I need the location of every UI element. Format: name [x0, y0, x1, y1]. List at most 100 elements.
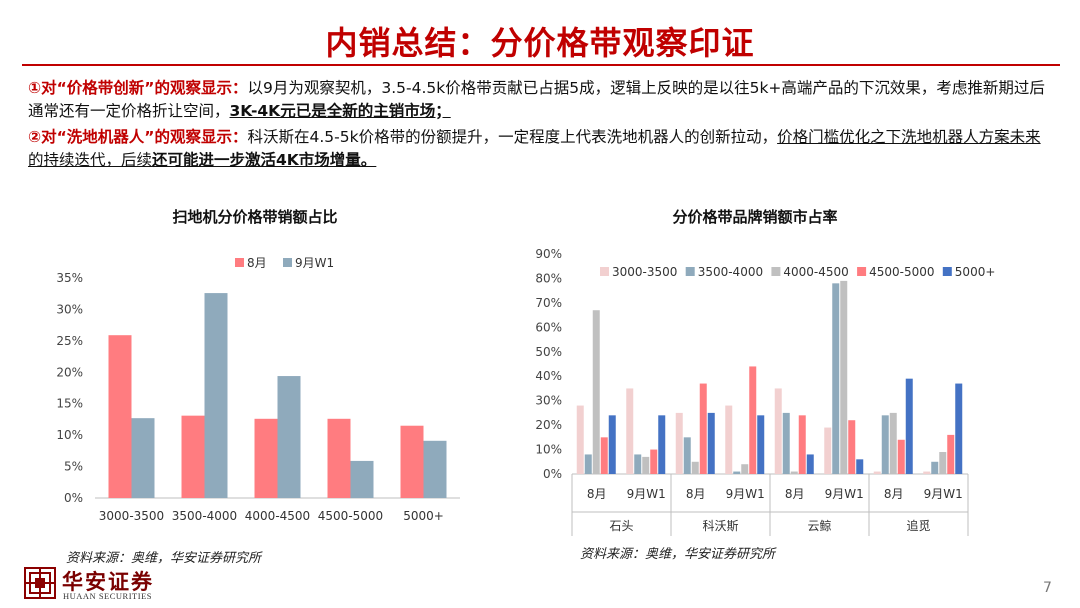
chart2-bar: [873, 471, 881, 474]
chart1-x-tick: 4500-5000: [318, 509, 383, 523]
chart2-bar: [840, 280, 848, 474]
title-divider: [22, 64, 1060, 66]
para1-text: 以9月为观察契机，3.5-4.5k价格带贡献已占据5成，逻辑上反映的是以往5k+…: [28, 79, 1045, 120]
chart2-bar: [955, 383, 963, 474]
chart1-legend-label: 9月W1: [295, 256, 334, 270]
chart2-bar: [881, 415, 889, 474]
chart2-bar: [897, 439, 905, 474]
chart2-y-tick: 60%: [535, 320, 562, 334]
chart1-x-tick: 3500-4000: [172, 509, 237, 523]
chart2-bar: [707, 412, 715, 474]
summary-paragraph-1: ①对“价格带创新”的观察显示：以9月为观察契机，3.5-4.5k价格带贡献已占据…: [28, 77, 1053, 123]
para2-text: 科沃斯在4.5-5k价格带的份额提升，一定程度上代表洗地机器人的创新拉动，: [247, 128, 778, 146]
chart2-legend-swatch: [857, 267, 867, 276]
chart2-legend-swatch: [771, 267, 781, 276]
chart2-bar: [741, 464, 749, 474]
chart2-y-tick: 90%: [535, 247, 562, 261]
chart2-y-tick: 50%: [535, 345, 562, 359]
chart2-bar: [576, 405, 584, 474]
chart1-y-tick: 30%: [56, 302, 83, 316]
page-number: 7: [1043, 580, 1052, 596]
chart1-y-tick: 35%: [56, 271, 83, 285]
chart2-legend-label: 3000-3500: [612, 265, 677, 279]
chart2-bar: [600, 437, 608, 474]
chart2-bar: [832, 283, 840, 474]
chart2-x-tick: 9月W1: [726, 487, 765, 501]
chart1-x-tick: 5000+: [403, 509, 444, 523]
chart1-legend-swatch: [235, 258, 244, 267]
chart2-bar: [889, 412, 897, 474]
chart2-bar: [650, 449, 658, 474]
chart1-y-tick: 0%: [64, 491, 83, 505]
chart2-bar: [749, 366, 757, 474]
chart1-bar: [131, 418, 155, 498]
chart1-bar: [254, 418, 278, 498]
chart1-y-tick: 20%: [56, 365, 83, 379]
chart2-bar: [634, 454, 642, 474]
logo-text-cn: 华安证券: [62, 569, 154, 594]
chart2-y-tick: 40%: [535, 369, 562, 383]
chart2-y-tick: 0%: [543, 467, 562, 481]
chart2-bar: [592, 310, 600, 474]
chart1-y-tick: 10%: [56, 428, 83, 442]
chart2-bar: [691, 461, 699, 474]
chart2-bar: [733, 471, 741, 474]
chart1-x-tick: 3000-3500: [99, 509, 164, 523]
para2-lead: ②对“洗地机器人”的观察显示：: [28, 128, 248, 146]
chart2-bar: [658, 415, 666, 474]
chart1-bar: [400, 425, 424, 498]
chart2-bar: [608, 415, 616, 474]
chart2-bar: [675, 412, 683, 474]
chart2-group-label: 云鲸: [807, 518, 831, 533]
chart2-bar: [947, 434, 955, 474]
chart2-bar: [626, 388, 634, 474]
chart1-bar: [204, 293, 228, 498]
chart2-group-label: 追觅: [906, 518, 930, 533]
para1-lead: ①对“价格带创新”的观察显示：: [28, 79, 248, 97]
chart2-title: 分价格带品牌销额市占率: [672, 208, 838, 226]
slide-title: 内销总结：分价格带观察印证: [325, 24, 755, 62]
summary-paragraph-2: ②对“洗地机器人”的观察显示：科沃斯在4.5-5k价格带的份额提升，一定程度上代…: [28, 126, 1053, 172]
chart2-legend-swatch: [942, 267, 952, 276]
chart2-bar: [939, 452, 947, 474]
chart1-x-tick: 4000-4500: [245, 509, 310, 523]
chart2-y-tick: 20%: [535, 418, 562, 432]
chart2-bar: [757, 415, 765, 474]
chart2-bar: [806, 454, 814, 474]
chart1-bar: [108, 335, 132, 498]
chart1-y-tick: 15%: [56, 397, 83, 411]
chart2-svg: 0% 10% 20% 30% 40% 50% 60% 70% 80% 90% 8月 9月W1 8月 9月W…: [535, 247, 995, 536]
chart1-svg: 0% 5% 10% 15% 20% 25% 30% 35% 3000-3500 3500-4000…: [56, 256, 460, 523]
chart2-x-tick: 8月: [587, 487, 607, 501]
chart2-group-label: 科沃斯: [702, 519, 738, 533]
chart2-y-tick: 80%: [535, 271, 562, 285]
chart2-bar: [774, 388, 782, 474]
chart2-x-tick: 9月W1: [627, 487, 666, 501]
chart2-x-tick: 8月: [785, 487, 805, 501]
chart1-y-tick: 5%: [64, 460, 83, 474]
chart1-y-tick: 25%: [56, 334, 83, 348]
chart2-bar: [790, 471, 798, 474]
chart2-bar: [923, 471, 931, 474]
chart2-bar: [725, 405, 733, 474]
chart2-x-tick: 8月: [686, 487, 706, 501]
chart2-x-tick: 9月W1: [825, 487, 864, 501]
chart1-bar: [350, 460, 374, 498]
chart2-legend-swatch: [600, 267, 609, 276]
chart2-bar: [905, 378, 913, 474]
chart2-bar: [824, 427, 832, 474]
chart2-bar: [683, 437, 691, 474]
chart2-legend-swatch: [685, 267, 695, 276]
chart2-y-tick: 10%: [535, 443, 562, 457]
chart2-x-tick: 9月W1: [924, 487, 963, 501]
chart1-bar: [277, 376, 301, 498]
chart2-group-label: 石头: [609, 519, 633, 533]
para2-underline: 价格门槛优化之下洗地机器人方案未来的持续迭代，后续: [28, 128, 1041, 169]
chart2-bar: [848, 420, 856, 474]
chart1-legend-label: 8月: [247, 256, 267, 270]
chart2-y-tick: 30%: [535, 394, 562, 408]
chart2-y-tick: 70%: [535, 296, 562, 310]
chart2-bar: [931, 461, 939, 474]
chart2-legend-label: 3500-4000: [698, 265, 763, 279]
chart2-x-tick: 8月: [884, 487, 904, 501]
